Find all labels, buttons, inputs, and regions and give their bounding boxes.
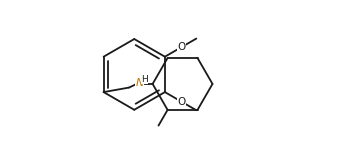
Text: O: O [177,42,186,52]
Text: N: N [136,78,144,88]
Text: H: H [141,75,147,84]
Text: O: O [177,97,186,107]
